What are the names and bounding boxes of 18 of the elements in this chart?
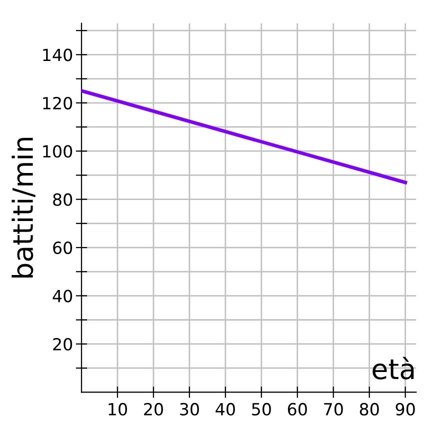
x-tick-label: 50 — [252, 402, 271, 416]
x-tick-label: 80 — [360, 402, 379, 416]
x-tick-label: 10 — [108, 402, 127, 416]
x-tick-label: 90 — [396, 402, 415, 416]
x-tick-label: 60 — [288, 402, 307, 416]
x-tick-label: 20 — [144, 402, 163, 416]
y-tick-label: 80 — [53, 193, 72, 206]
y-tick-label: 20 — [53, 338, 72, 351]
x-tick-label: 40 — [216, 402, 235, 416]
y-tick-label: 60 — [53, 242, 72, 254]
x-axis-title: età — [372, 356, 414, 380]
y-tick-label: 120 — [43, 96, 72, 110]
y-tick-label: 40 — [52, 290, 72, 302]
x-tick-label: 30 — [180, 402, 199, 416]
y-axis-title: battiti/min — [12, 138, 36, 278]
y-tick-label: 100 — [43, 145, 72, 158]
y-tick-label: 140 — [43, 48, 72, 62]
x-tick-label: 70 — [324, 402, 343, 416]
